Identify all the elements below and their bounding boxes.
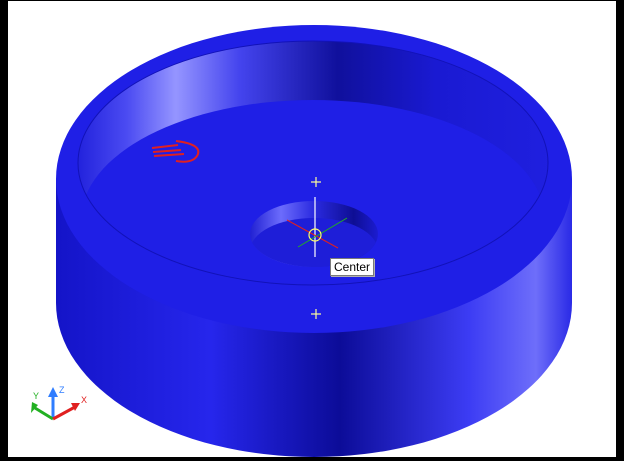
center-snap-marker xyxy=(286,197,348,257)
center-hole xyxy=(250,201,378,267)
ucs-z-label: Z xyxy=(59,385,65,395)
model-space-canvas[interactable]: Z Y X xyxy=(8,1,616,457)
snap-plus-top-icon xyxy=(311,177,321,187)
ucs-x-label: X xyxy=(81,395,87,405)
ucs-y-label: Y xyxy=(33,391,39,401)
light-glyph-icon xyxy=(151,140,200,163)
snap-tooltip: Center xyxy=(330,258,375,276)
ucs-icon: Z Y X xyxy=(31,385,87,421)
snap-plus-bottom-icon xyxy=(311,309,321,319)
